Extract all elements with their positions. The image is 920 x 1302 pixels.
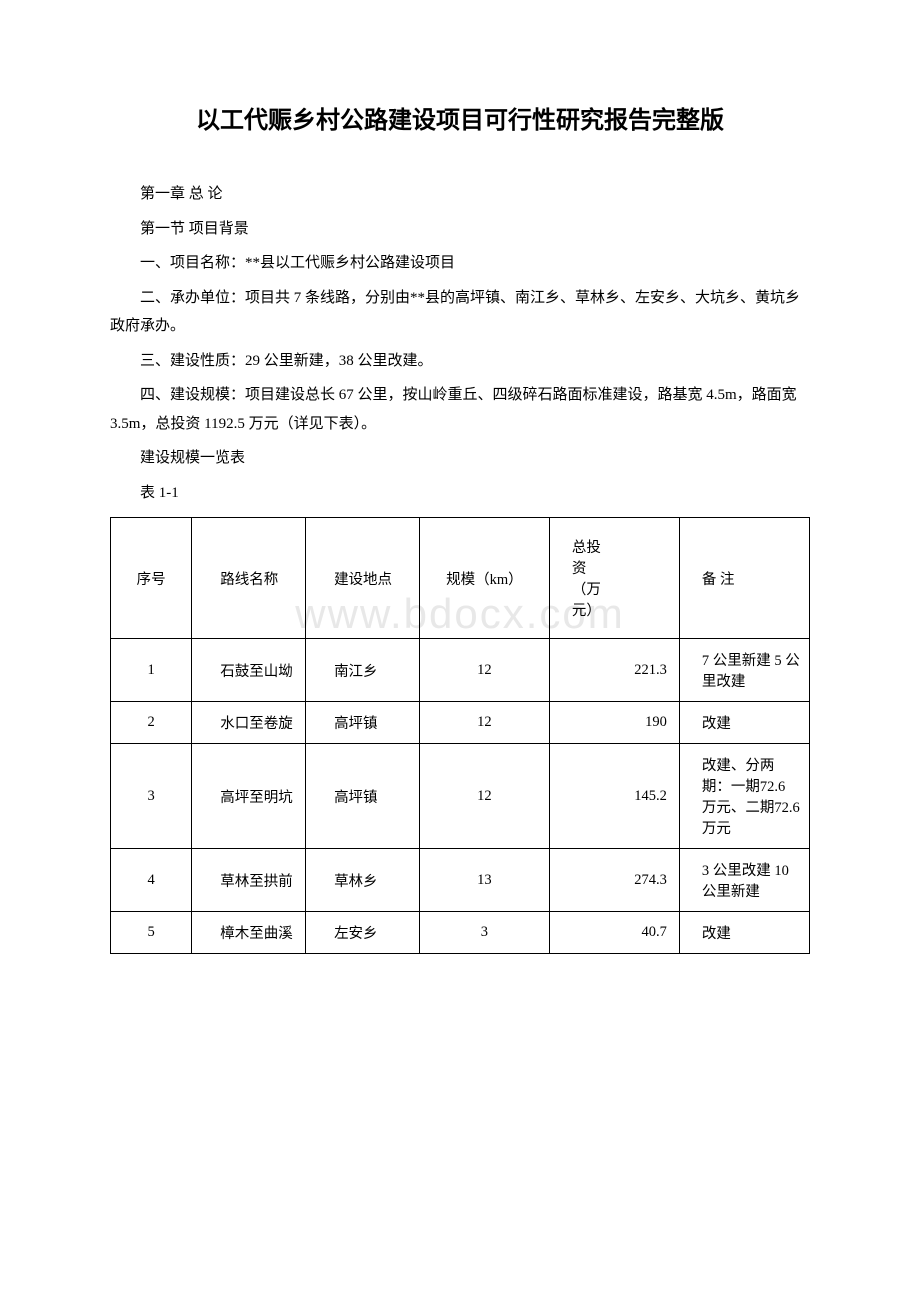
nature-para: 三、建设性质：29 公里新建，38 公里改建。 [110,347,810,376]
cell-investment: 221.3 [549,639,679,702]
table-row: 5 樟木至曲溪 左安乡 3 40.7 改建 [111,912,810,954]
cell-route: 水口至卷旋 [192,702,306,744]
table-row: 3 高坪至明坑 高坪镇 12 145.2 改建、分两期：一期72.6 万元、二期… [111,744,810,849]
cell-location: 左安乡 [306,912,420,954]
cell-location: 高坪镇 [306,744,420,849]
cell-investment: 145.2 [549,744,679,849]
scale-para: 四、建设规模：项目建设总长 67 公里，按山岭重丘、四级碎石路面标准建设，路基宽… [110,381,810,438]
header-investment-l1: 总投 [572,540,601,556]
cell-scale: 12 [419,744,549,849]
header-investment-l4: 元） [572,603,601,619]
header-route: 路线名称 [192,518,306,639]
chapter-heading: 第一章 总 论 [110,180,810,209]
header-investment: 总投 资 （万 元） [549,518,679,639]
cell-route: 高坪至明坑 [192,744,306,849]
section-heading: 第一节 项目背景 [110,215,810,244]
header-location: 建设地点 [306,518,420,639]
cell-location: 草林乡 [306,849,420,912]
cell-investment: 40.7 [549,912,679,954]
scale-table: 序号 路线名称 建设地点 规模（km） 总投 资 （万 元） 备 注 1 石鼓至… [110,517,810,954]
cell-scale: 12 [419,639,549,702]
document-content: 以工代赈乡村公路建设项目可行性研究报告完整版 第一章 总 论 第一节 项目背景 … [110,100,810,954]
header-investment-l2: 资 [572,561,587,577]
cell-seq: 1 [111,639,192,702]
header-investment-l3: （万 [572,582,601,598]
organizer-para: 二、承办单位：项目共 7 条线路，分别由**县的高坪镇、南江乡、草林乡、左安乡、… [110,284,810,341]
header-remark: 备 注 [679,518,809,639]
cell-scale: 3 [419,912,549,954]
cell-location: 南江乡 [306,639,420,702]
cell-scale: 13 [419,849,549,912]
cell-investment: 274.3 [549,849,679,912]
cell-route: 草林至拱前 [192,849,306,912]
cell-remark: 改建、分两期：一期72.6 万元、二期72.6 万元 [679,744,809,849]
project-name-para: 一、项目名称：**县以工代赈乡村公路建设项目 [110,249,810,278]
cell-seq: 5 [111,912,192,954]
cell-remark: 7 公里新建 5 公里改建 [679,639,809,702]
table-row: 4 草林至拱前 草林乡 13 274.3 3 公里改建 10 公里新建 [111,849,810,912]
cell-scale: 12 [419,702,549,744]
cell-remark: 改建 [679,912,809,954]
cell-investment: 190 [549,702,679,744]
cell-route: 樟木至曲溪 [192,912,306,954]
cell-remark: 3 公里改建 10 公里新建 [679,849,809,912]
table-number: 表 1-1 [110,479,810,508]
header-scale: 规模（km） [419,518,549,639]
cell-seq: 4 [111,849,192,912]
table-header-row: 序号 路线名称 建设地点 规模（km） 总投 资 （万 元） 备 注 [111,518,810,639]
cell-remark: 改建 [679,702,809,744]
header-seq: 序号 [111,518,192,639]
cell-location: 高坪镇 [306,702,420,744]
table-caption: 建设规模一览表 [110,444,810,473]
cell-route: 石鼓至山坳 [192,639,306,702]
table-row: 2 水口至卷旋 高坪镇 12 190 改建 [111,702,810,744]
table-row: 1 石鼓至山坳 南江乡 12 221.3 7 公里新建 5 公里改建 [111,639,810,702]
cell-seq: 3 [111,744,192,849]
cell-seq: 2 [111,702,192,744]
document-title: 以工代赈乡村公路建设项目可行性研究报告完整版 [110,100,810,135]
